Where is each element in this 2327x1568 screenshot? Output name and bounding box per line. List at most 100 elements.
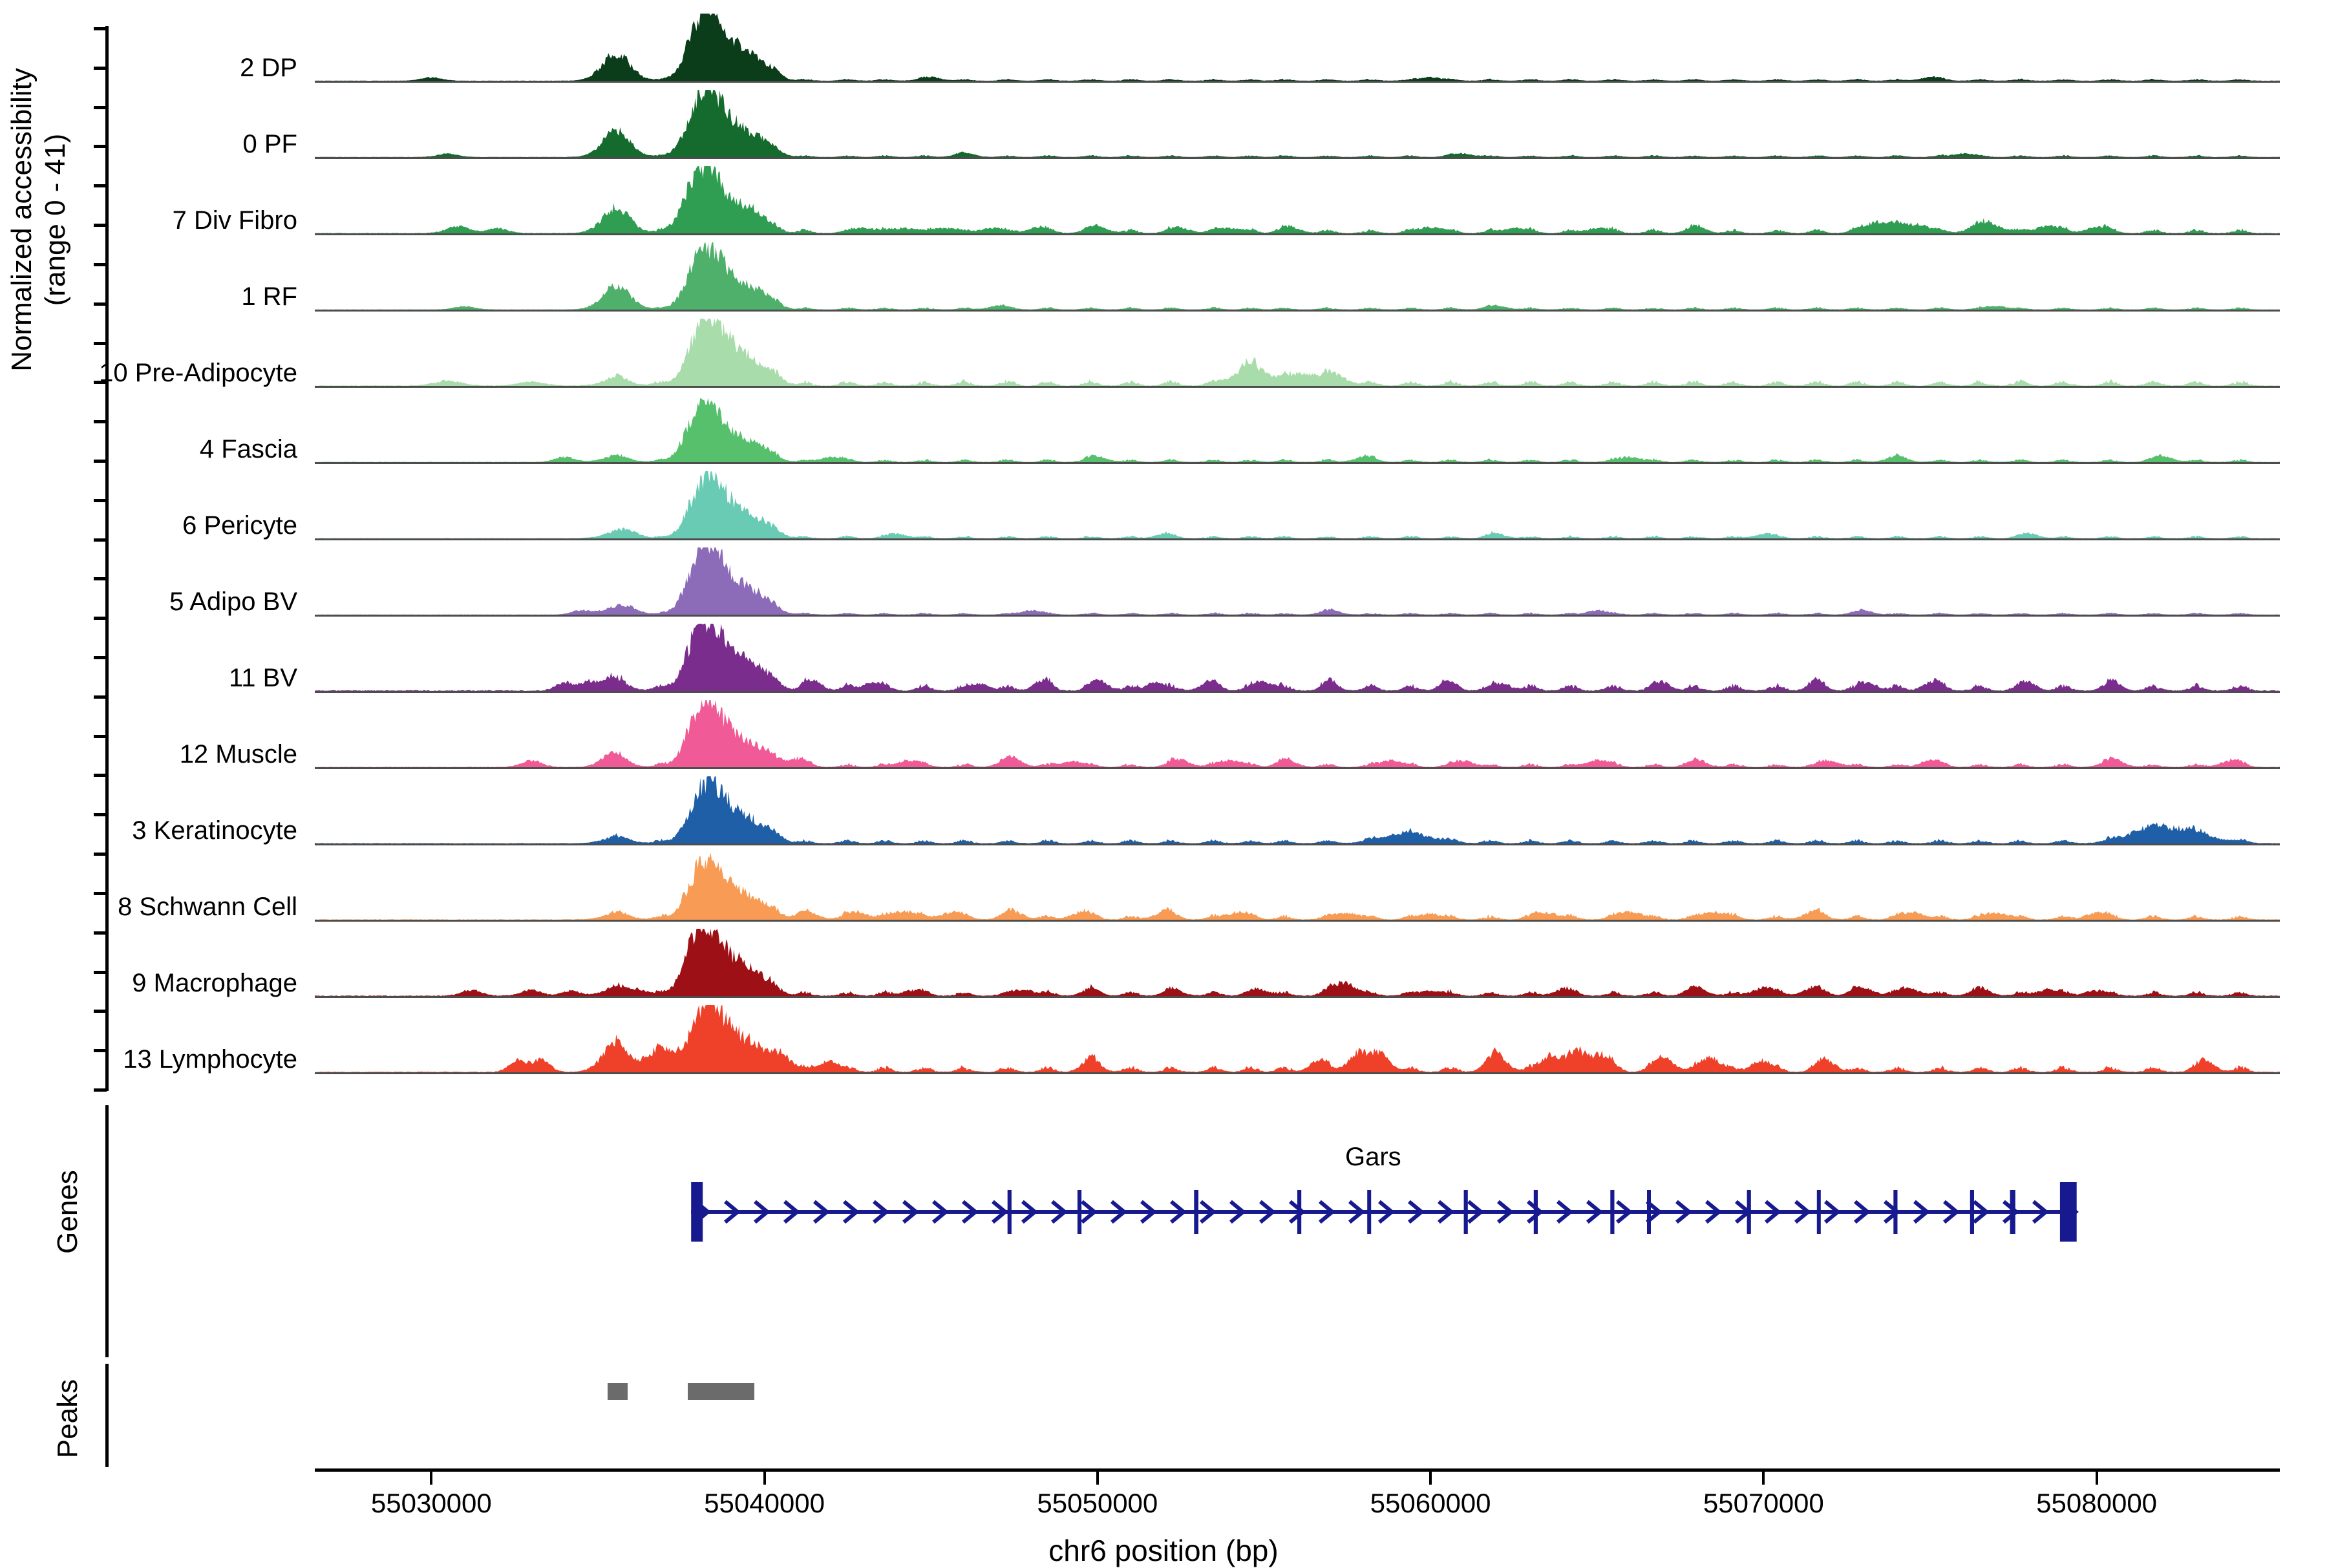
track-baseline <box>315 996 2280 998</box>
peak-region <box>688 1383 755 1400</box>
track-baseline <box>315 386 2280 388</box>
genes-axis-spine <box>105 1105 109 1357</box>
track-baseline <box>315 615 2280 617</box>
genes-track: Gars <box>315 1105 2280 1357</box>
coverage-track: 0 PF <box>0 90 2327 159</box>
track-label: 4 Fascia <box>199 435 297 463</box>
axis-tick <box>94 774 107 778</box>
track-label: 10 Pre-Adipocyte <box>99 359 297 387</box>
axis-tick <box>94 1010 107 1013</box>
track-baseline <box>315 157 2280 159</box>
x-axis-tick <box>1096 1472 1099 1485</box>
track-label: 5 Adipo BV <box>169 588 297 616</box>
axis-tick <box>94 734 107 738</box>
track-label: 2 DP <box>240 54 297 82</box>
track-label: 12 Muscle <box>179 740 297 768</box>
track-baseline <box>315 310 2280 312</box>
peaks-track <box>315 1364 2280 1467</box>
coverage-wiggle <box>315 90 2280 157</box>
track-baseline <box>315 843 2280 845</box>
x-axis-tick-label: 55040000 <box>704 1488 825 1518</box>
coverage-track: 4 Fascia <box>0 395 2327 464</box>
track-baseline <box>315 81 2280 83</box>
axis-tick <box>94 66 107 70</box>
coverage-wiggle <box>315 547 2280 615</box>
coverage-wiggle <box>315 395 2280 462</box>
coverage-wiggle <box>315 319 2280 386</box>
axis-tick <box>94 302 107 306</box>
x-axis-tick-label: 55070000 <box>1703 1488 1824 1518</box>
coverage-wiggle <box>315 700 2280 767</box>
coverage-wiggle <box>315 471 2280 538</box>
x-axis-tick <box>2095 1472 2098 1485</box>
coverage-wiggle <box>315 242 2280 310</box>
coverage-track: 10 Pre-Adipocyte <box>0 319 2327 388</box>
axis-tick <box>94 853 107 856</box>
x-axis-tick-label: 55030000 <box>370 1488 492 1518</box>
track-baseline <box>315 538 2280 540</box>
genes-section-label: Genes <box>52 1170 83 1254</box>
x-axis-tick-label: 55060000 <box>1370 1488 1491 1518</box>
axis-tick <box>94 105 107 109</box>
track-baseline <box>315 233 2280 235</box>
x-axis-tick <box>763 1472 766 1485</box>
peaks-axis-spine <box>105 1364 109 1467</box>
axis-tick <box>94 184 107 188</box>
coverage-track: 1 RF <box>0 242 2327 312</box>
x-axis-title: chr6 position (bp) <box>1048 1534 1279 1567</box>
axis-tick <box>94 891 107 895</box>
x-axis-tick <box>430 1472 433 1485</box>
coverage-wiggle <box>315 1005 2280 1072</box>
track-baseline <box>315 462 2280 464</box>
axis-tick <box>94 224 107 228</box>
x-axis-tick <box>1429 1472 1432 1485</box>
axis-tick <box>94 1088 107 1092</box>
gene-model-diagram <box>691 1182 2079 1242</box>
x-axis-tick <box>1762 1472 1765 1485</box>
track-baseline <box>315 1072 2280 1074</box>
axis-tick <box>94 498 107 502</box>
track-label: 0 PF <box>242 130 297 158</box>
axis-tick <box>94 970 107 974</box>
axis-tick <box>94 262 107 266</box>
x-axis-tick-label: 55080000 <box>2036 1488 2158 1518</box>
axis-tick <box>94 420 107 424</box>
axis-tick <box>94 459 107 463</box>
track-label: 7 Div Fibro <box>172 206 297 235</box>
coverage-track: 13 Lymphocyte <box>0 1005 2327 1074</box>
track-baseline <box>315 691 2280 693</box>
axis-tick <box>94 145 107 149</box>
coverage-axis-spine <box>105 26 109 1091</box>
coverage-wiggle <box>315 853 2280 920</box>
axis-tick <box>94 1049 107 1053</box>
x-axis-line <box>315 1468 2280 1472</box>
axis-tick <box>94 695 107 699</box>
coverage-track: 3 Keratinocyte <box>0 776 2327 845</box>
coverage-track: 8 Schwann Cell <box>0 853 2327 922</box>
track-label: 8 Schwann Cell <box>118 893 297 921</box>
track-label: 3 Keratinocyte <box>132 816 297 845</box>
coverage-track: 12 Muscle <box>0 700 2327 769</box>
track-label: 1 RF <box>241 282 297 311</box>
axis-tick <box>94 577 107 581</box>
coverage-wiggle <box>315 776 2280 843</box>
axis-tick <box>94 656 107 660</box>
track-label: 6 Pericyte <box>182 511 297 540</box>
track-baseline <box>315 920 2280 922</box>
axis-tick <box>94 931 107 935</box>
coverage-wiggle <box>315 624 2280 691</box>
peak-region <box>608 1383 628 1400</box>
coverage-track: 11 BV <box>0 624 2327 693</box>
coverage-track: 6 Pericyte <box>0 471 2327 540</box>
axis-tick <box>94 538 107 542</box>
coverage-wiggle <box>315 14 2280 81</box>
coverage-track: 9 Macrophage <box>0 929 2327 998</box>
track-baseline <box>315 767 2280 769</box>
coverage-track: 5 Adipo BV <box>0 547 2327 617</box>
coverage-wiggle <box>315 166 2280 233</box>
coverage-track: 2 DP <box>0 14 2327 83</box>
track-label: 9 Macrophage <box>132 969 297 997</box>
axis-tick <box>94 813 107 817</box>
track-label: 13 Lymphocyte <box>123 1045 297 1074</box>
track-label: 11 BV <box>229 664 297 692</box>
